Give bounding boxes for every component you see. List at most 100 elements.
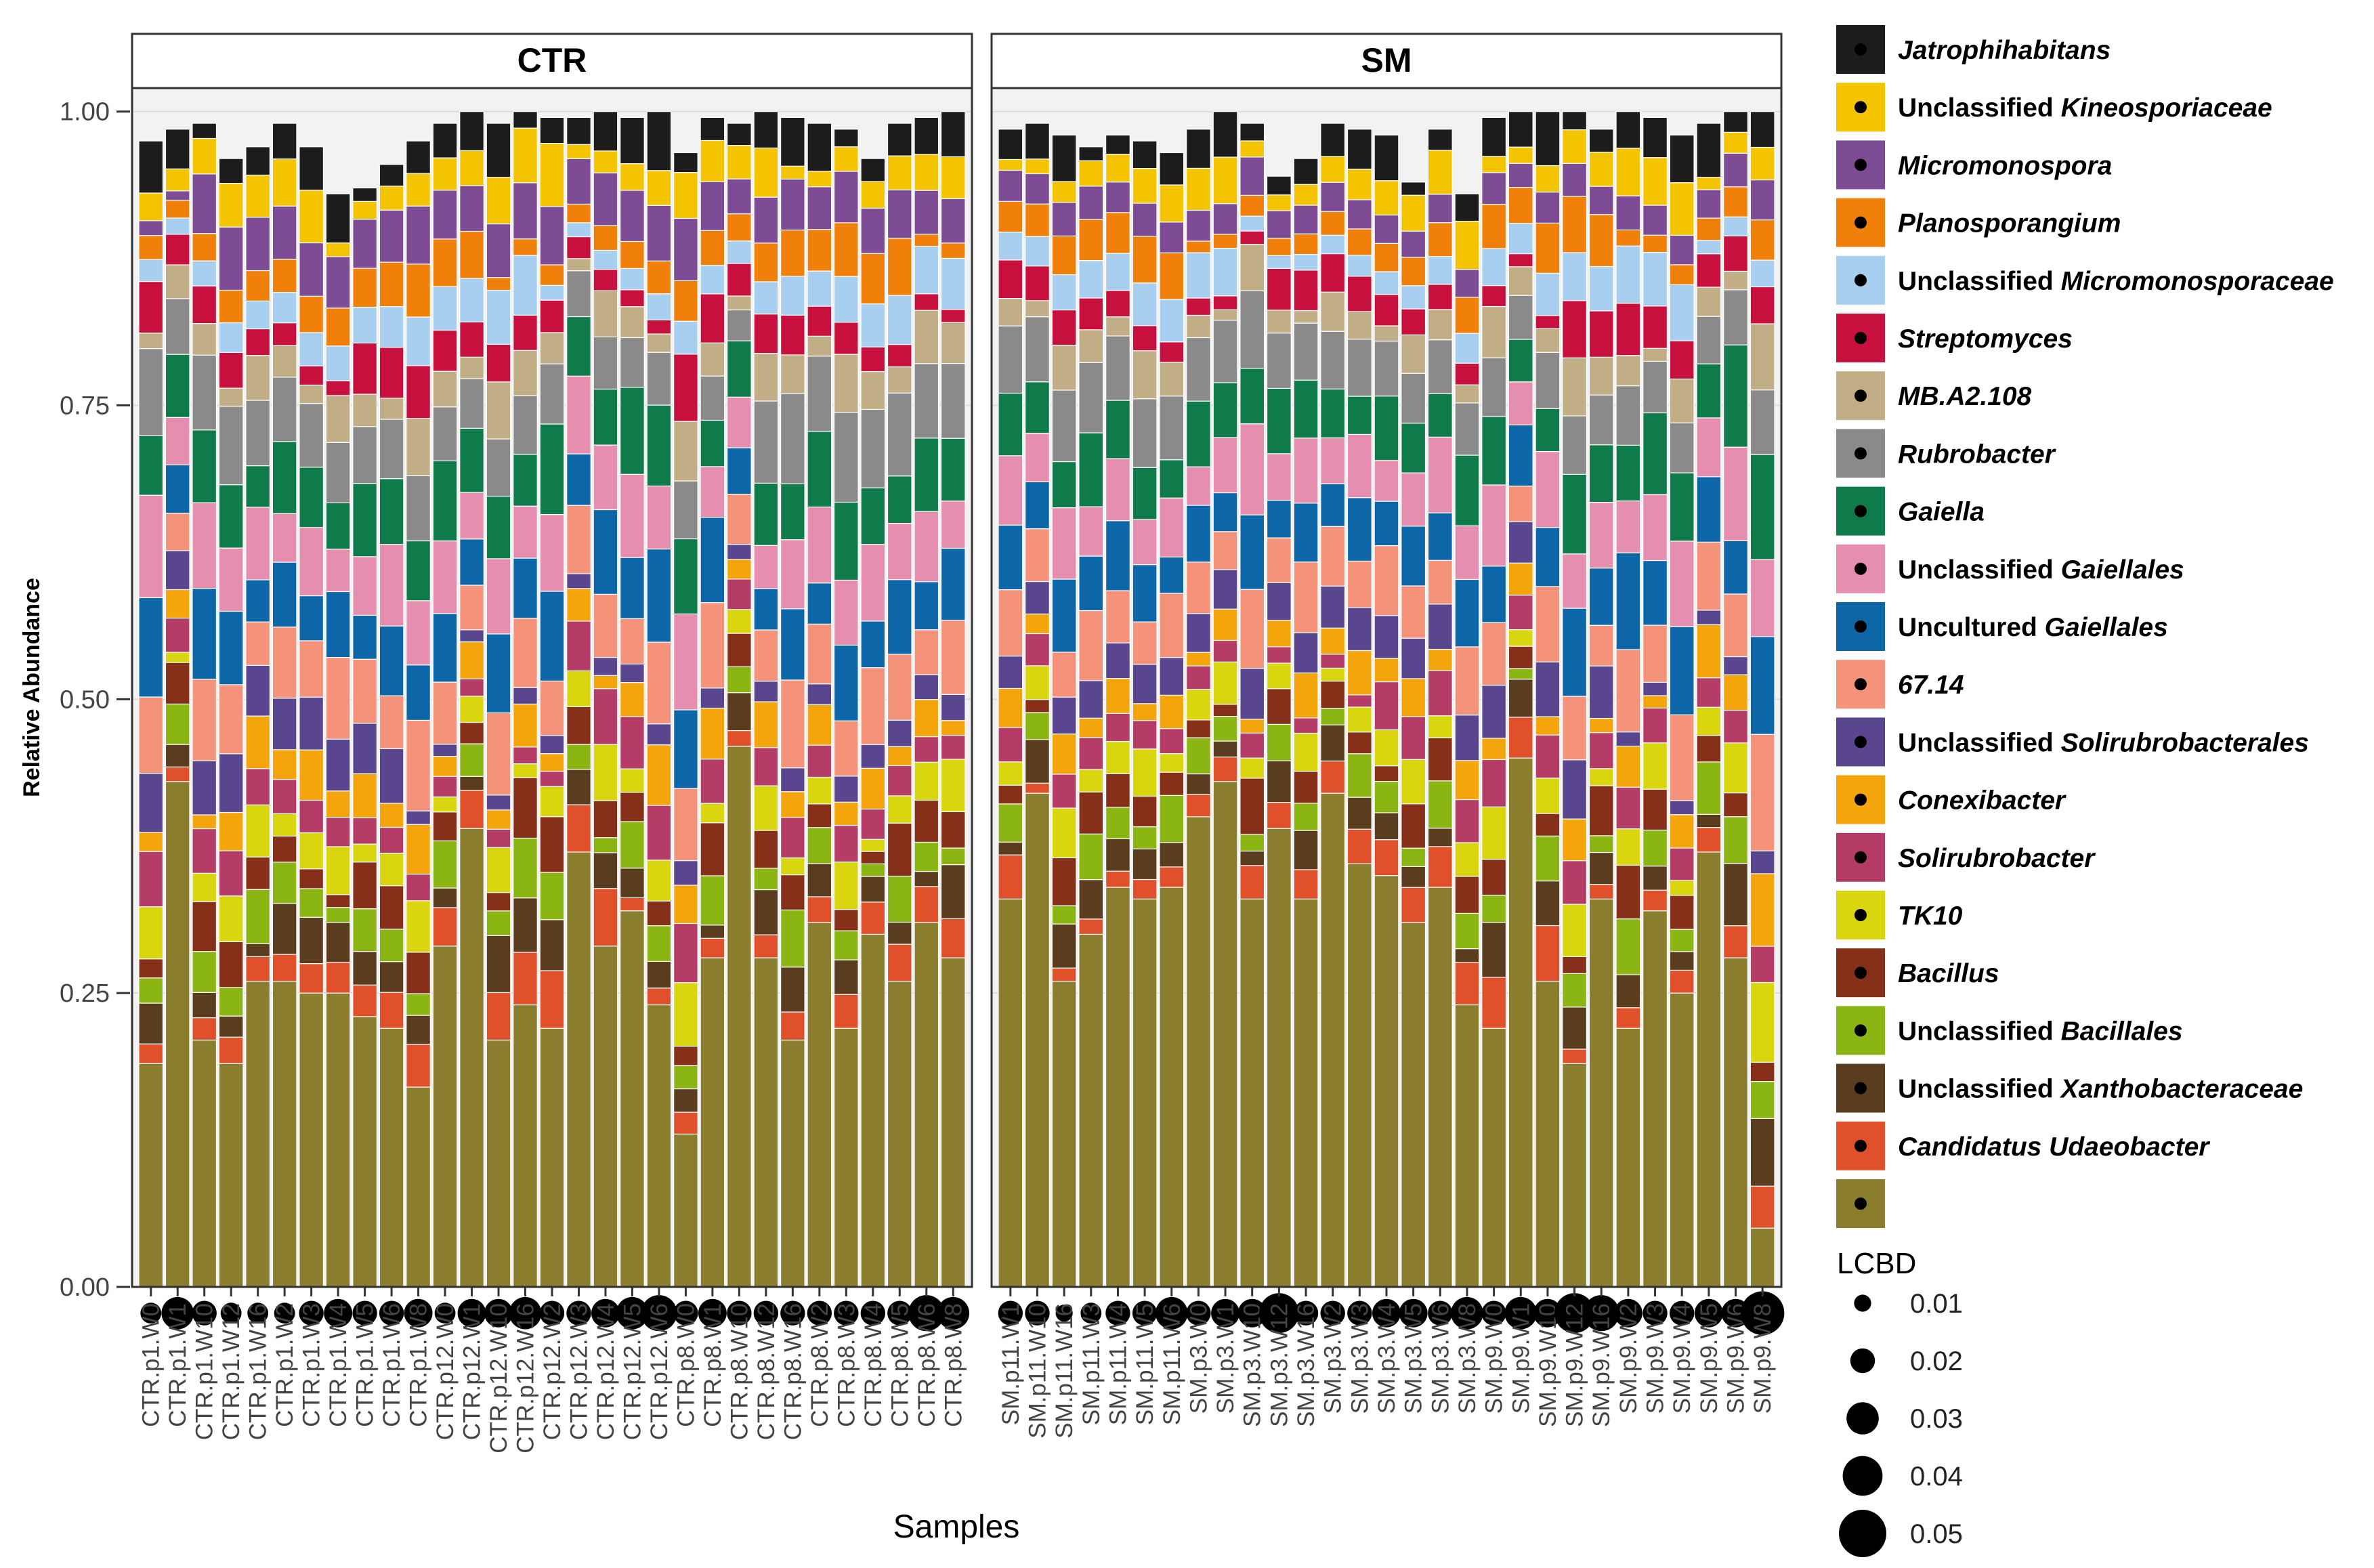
bar-segment-gaiella [539,423,565,515]
bar-sm-p3-w0[interactable]: SM.p3.W0 [1185,129,1212,1414]
bar-sm-p9-w1[interactable]: SM.p9.W1 [1504,111,1538,1414]
bar-sm-p11-w10[interactable]: SM.p11.W10 [1024,123,1051,1439]
bar-sm-p3-w4[interactable]: SM.p3.W4 [1372,134,1401,1414]
legend-item[interactable]: Solirubrobacter [1835,831,2096,883]
bar-segment-candidatus-udaeobacter [1427,846,1453,888]
bar-sm-p9-w16[interactable]: SM.p9.W16 [1583,129,1619,1427]
bar-sm-p9-w8[interactable]: SM.p9.W8 [1740,111,1785,1414]
bar-ctr-p8-w5[interactable]: CTR.p8.W5 [887,123,913,1427]
bar-ctr-p12-w6[interactable]: CTR.p12.W6 [641,111,677,1441]
bar-ctr-p8-w1[interactable]: CTR.p8.W1 [698,116,727,1427]
bar-ctr-p1-w12[interactable]: CTR.p1.W12 [218,158,245,1440]
legend-item[interactable]: Micromonospora [1835,139,2112,191]
bar-segment-mb-a2-108 [1401,334,1426,374]
bar-sm-p11-w3[interactable]: SM.p11.W3 [1078,146,1105,1425]
bar-sm-p9-w3[interactable]: SM.p9.W3 [1642,116,1669,1414]
bar-ctr-p8-w10[interactable]: CTR.p8.W10 [726,123,753,1440]
legend-item[interactable]: Unclassified Bacillales [1835,1004,2183,1057]
bar-ctr-p1-w6[interactable]: CTR.p1.W6 [379,164,405,1427]
bar-ctr-p12-w3[interactable]: CTR.p12.W3 [566,116,592,1440]
bar-ctr-p12-w4[interactable]: CTR.p12.W4 [591,111,620,1441]
legend-item[interactable]: TK10 [1835,889,1963,941]
bar-segment-streptomyces [780,314,805,356]
bar-ctr-p1-w5[interactable]: CTR.p1.W5 [352,187,379,1427]
bar-ctr-p12-w2[interactable]: CTR.p12.W2 [539,116,566,1440]
legend-item[interactable]: Conexibacter [1835,774,2066,826]
bar-sm-p3-w8[interactable]: SM.p3.W8 [1451,193,1483,1414]
bar-sm-p9-w6[interactable]: SM.p9.W6 [1721,111,1750,1414]
bar-segment-tk10 [165,652,190,663]
legend-item[interactable]: Unclassified Kineosporiaceae [1835,81,2272,133]
bar-segment-conexibacter [1562,818,1588,862]
bar-segment-67-14 [1132,621,1158,665]
bar-sm-p3-w16[interactable]: SM.p3.W16 [1293,158,1319,1427]
bar-sm-p9-w2[interactable]: SM.p9.W2 [1613,111,1642,1414]
legend-item[interactable]: Gaiella [1835,485,1985,537]
legend-item[interactable] [0,0,1886,1229]
bar-ctr-p8-w0[interactable]: CTR.p8.W0 [673,152,699,1427]
bar-ctr-p1-w8[interactable]: CTR.p1.W8 [404,140,433,1427]
bar-sm-p3-w2[interactable]: SM.p3.W2 [1320,123,1347,1414]
legend-item[interactable]: Unclassified Solirubrobacterales [1835,716,2309,768]
bar-sm-p11-w16[interactable]: SM.p11.W16 [1051,134,1078,1439]
lcbd-point [1186,1300,1211,1326]
bar-ctr-p8-w2[interactable]: CTR.p8.W2 [807,123,833,1427]
bar-sm-p9-w10[interactable]: SM.p9.W10 [1533,111,1562,1427]
bar-segment-unclassified-xanthobacteraceae [379,961,404,993]
bar-ctr-p1-w4[interactable]: CTR.p1.W4 [324,193,353,1427]
legend-item[interactable]: Unclassified Micromonosporaceae [1835,254,2334,306]
bar-segment-bacillus [620,792,645,822]
bar-sm-p9-w4[interactable]: SM.p9.W4 [1669,134,1695,1414]
bar-sm-p3-w5[interactable]: SM.p3.W5 [1399,182,1428,1414]
legend-item[interactable]: 67.14 [1835,658,1964,711]
bar-segment-jatrophihabitans [325,193,351,244]
bar-sm-p3-w12[interactable]: SM.p3.W12 [1258,175,1299,1427]
legend-item[interactable]: Unclassified Gaiellales [1835,543,2184,595]
bar-sm-p11-w5[interactable]: SM.p11.W5 [1132,140,1158,1425]
bar-ctr-p8-w4[interactable]: CTR.p8.W4 [860,158,887,1427]
bar-sm-p11-w6[interactable]: SM.p11.W6 [1155,152,1188,1425]
legend-item[interactable]: Planosporangium [1835,196,2121,249]
bar-sm-p9-w0[interactable]: SM.p9.W0 [1481,116,1508,1414]
legend-item[interactable]: Jatrophihabitans [1835,24,2111,75]
bar-sm-p3-w1[interactable]: SM.p3.W1 [1211,111,1240,1414]
bar-segment-conexibacter [192,814,217,830]
bar-sm-p9-w5[interactable]: SM.p9.W5 [1694,123,1723,1414]
bar-ctr-p8-w8[interactable]: CTR.p8.W8 [937,111,970,1427]
bar-ctr-p12-w10[interactable]: CTR.p12.W10 [484,123,513,1454]
bar-ctr-p1-w2[interactable]: CTR.p1.W2 [272,123,298,1427]
legend-item[interactable]: Bacillus [1835,947,1999,999]
bar-ctr-p8-w6[interactable]: CTR.p8.W6 [908,116,945,1427]
bar-ctr-p1-w10[interactable]: CTR.p1.W10 [192,123,218,1440]
bar-sm-p9-w12[interactable]: SM.p9.W12 [1554,111,1594,1427]
bar-sm-p3-w6[interactable]: SM.p3.W6 [1427,129,1454,1414]
bar-segment-bacillus [753,830,779,869]
bar-sm-p11-w4[interactable]: SM.p11.W4 [1105,134,1131,1425]
bar-ctr-p8-w12[interactable]: CTR.p8.W12 [753,111,780,1441]
legend-item[interactable]: Unclassified Xanthobacteraceae [1835,1062,2303,1114]
bar-ctr-p12-w16[interactable]: CTR.p12.W16 [509,111,542,1454]
bar-ctr-p1-w3[interactable]: CTR.p1.W3 [299,146,325,1427]
bar-sm-p3-w10[interactable]: SM.p3.W10 [1237,123,1267,1427]
bar-ctr-p1-w0[interactable]: CTR.p1.W0 [138,140,165,1427]
bar-ctr-p12-w1[interactable]: CTR.p12.W1 [457,111,486,1441]
legend-item[interactable]: MB.A2.108 [1835,370,2032,422]
legend-item[interactable]: Streptomyces [1835,312,2073,364]
bar-segment-unclassified-solirubrobacterales [620,663,645,683]
bar-segment-tk10 [406,900,431,953]
legend-item[interactable]: Candidatus Udaeobacter [1835,1120,2210,1172]
bar-segment-67-14 [1051,652,1077,698]
legend-item[interactable]: Uncultured Gaiellales [1835,601,2168,652]
bar-sm-p11-w1[interactable]: SM.p11.W1 [998,129,1024,1426]
bar-segment-unclassified-solirubrobacterales [1374,615,1399,659]
bar-ctr-p1-w1[interactable]: CTR.p1.W1 [161,129,194,1427]
bar-ctr-p8-w3[interactable]: CTR.p8.W3 [833,129,860,1427]
bar-segment-gaiella [486,495,511,559]
x-tick-label: SM.p11.W6 [1159,1303,1185,1425]
bar-ctr-p8-w16[interactable]: CTR.p8.W16 [780,116,806,1440]
bar-ctr-p12-w5[interactable]: CTR.p12.W5 [616,116,649,1440]
bar-sm-p3-w3[interactable]: SM.p3.W3 [1347,129,1373,1414]
bar-ctr-p12-w0[interactable]: CTR.p12.W0 [432,123,459,1440]
legend-item[interactable]: Rubrobacter [1835,427,2056,480]
bar-ctr-p1-w16[interactable]: CTR.p1.W16 [245,146,272,1441]
